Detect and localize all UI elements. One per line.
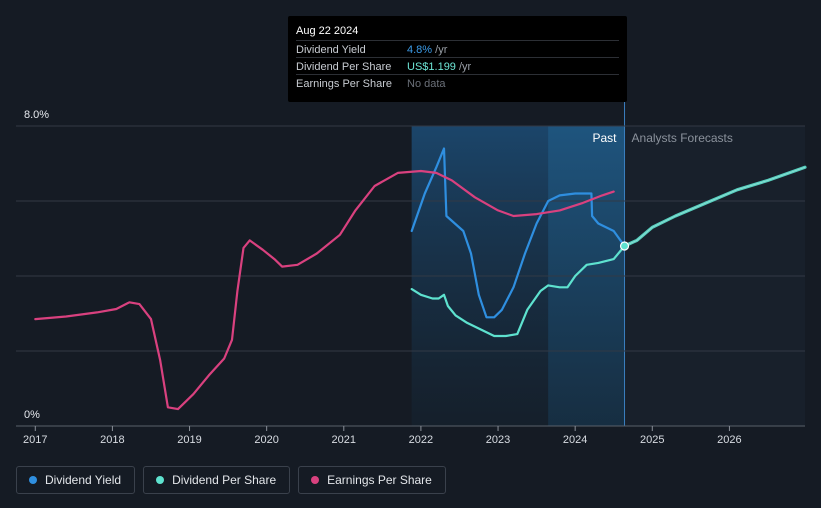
x-tick-label: 2023	[486, 434, 510, 446]
series-line-dividend-yield	[410, 147, 626, 319]
forecast-region-label: Analysts Forecasts	[632, 131, 733, 145]
legend-label: Dividend Per Share	[172, 473, 277, 487]
tooltip-value: No data	[407, 78, 446, 90]
legend: Dividend Yield Dividend Per Share Earnin…	[16, 466, 446, 494]
tooltip-label: Dividend Per Share	[296, 61, 392, 73]
chart-series	[34, 147, 807, 411]
tooltip-label: Dividend Yield	[296, 44, 366, 56]
series-line-earnings-per-share	[34, 169, 615, 411]
y-axis-labels: 8.0% 0%	[24, 109, 49, 421]
x-tick-label: 2026	[717, 434, 741, 446]
legend-label: Earnings Per Share	[327, 473, 432, 487]
tooltip-value-number: No data	[407, 78, 446, 90]
legend-dot-icon	[156, 476, 165, 484]
x-tick-label: 2024	[563, 434, 587, 446]
legend-item-earnings-per-share[interactable]: Earnings Per Share	[298, 466, 446, 494]
legend-dot-icon	[29, 476, 37, 484]
x-tick-label: 2022	[409, 434, 433, 446]
tooltip-date: Aug 22 2024	[296, 25, 359, 37]
tooltip-value-unit: /yr	[455, 61, 472, 73]
tooltip-value: 4.8% /yr	[407, 44, 447, 56]
chart-gridlines	[16, 125, 805, 427]
x-tick-label: 2020	[254, 434, 278, 446]
tooltip-row-dividend-yield: Dividend Yield 4.8% /yr	[296, 40, 619, 58]
series-line-dividend-per-share	[410, 244, 626, 338]
legend-dot-icon	[311, 476, 320, 484]
tooltip: Aug 22 2024 Dividend Yield 4.8% /yr Divi…	[288, 16, 627, 102]
x-axis: 2017 2018 2019 2020 2021 2022 2023 2024 2025 2026	[23, 426, 742, 446]
tooltip-row-earnings-per-share: Earnings Per Share No data	[296, 74, 619, 92]
tooltip-value: US$1.199 /yr	[407, 61, 471, 73]
x-tick-label: 2018	[100, 434, 124, 446]
past-region-label: Past	[593, 131, 618, 145]
legend-item-dividend-yield[interactable]: Dividend Yield	[16, 466, 136, 494]
tooltip-row-dividend-per-share: Dividend Per Share US$1.199 /yr	[296, 57, 619, 75]
series-forecast-highlight	[624, 166, 806, 247]
legend-label: Dividend Yield	[45, 473, 122, 487]
x-tick-label: 2021	[332, 434, 356, 446]
y-tick-label-bottom: 0%	[24, 409, 40, 421]
highlight-point	[619, 241, 630, 251]
tooltip-value-unit: /yr	[432, 44, 448, 56]
tooltip-label: Earnings Per Share	[296, 78, 392, 90]
x-tick-label: 2019	[177, 434, 201, 446]
x-tick-label: 2025	[640, 434, 664, 446]
y-tick-label-top: 8.0%	[24, 109, 49, 121]
tooltip-value-number: US$1.199	[407, 61, 456, 73]
legend-item-dividend-per-share[interactable]: Dividend Per Share	[143, 466, 291, 494]
series-forecast-line-dividend-per-share	[622, 165, 807, 248]
tooltip-value-number: 4.8%	[407, 44, 433, 56]
chart-bands	[411, 102, 805, 426]
x-tick-label: 2017	[23, 434, 47, 446]
